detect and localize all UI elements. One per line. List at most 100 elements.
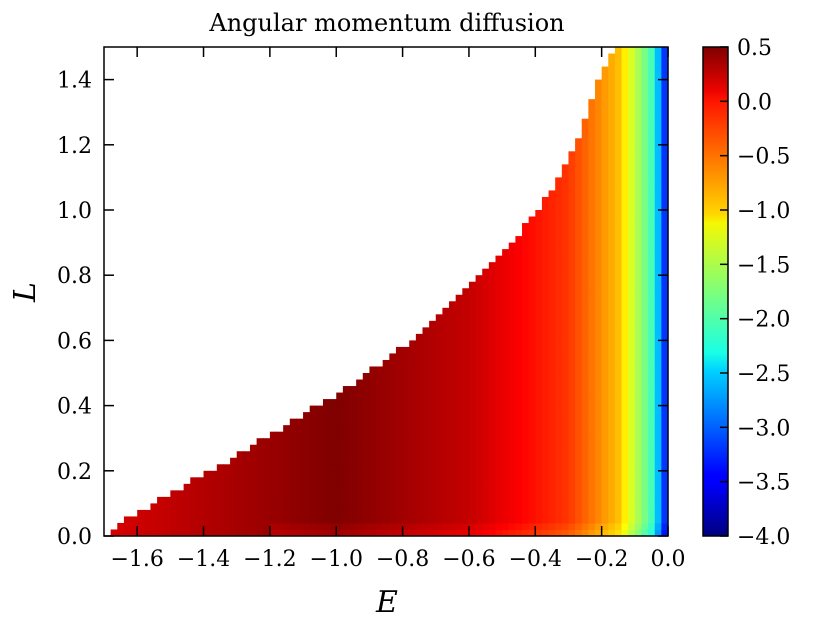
heatmap-cell [415,464,424,472]
heatmap-cell [389,503,397,511]
heatmap-cell [415,470,424,478]
heatmap-cell [648,418,656,426]
heatmap-cell [449,418,457,426]
heatmap-cell [395,353,404,361]
heatmap-cell [515,346,523,355]
heatmap-cell [362,490,371,498]
heatmap-cell [568,529,576,536]
heatmap-cell [575,522,583,531]
heatmap-cell [349,464,357,472]
heatmap-cell [415,373,424,381]
heatmap-cell [336,496,344,504]
heatmap-cell [628,483,636,491]
heatmap-cell [595,438,603,446]
heatmap-cell [621,451,629,459]
heatmap-cell [654,170,662,178]
heatmap-cell [356,522,364,531]
heatmap-cell [522,477,530,485]
heatmap-cell [608,405,616,413]
heatmap-cell [488,262,497,270]
heatmap-cell [614,131,623,139]
heatmap-cell [535,314,543,322]
heatmap-cell [289,431,298,439]
heatmap-cell [356,418,364,426]
heatmap-cell [442,373,450,381]
heatmap-cell [601,144,609,152]
heatmap-cell [588,262,596,270]
heatmap-cell [309,405,317,413]
heatmap-cell [422,379,430,387]
heatmap-cell [581,438,589,446]
heatmap-cell [196,529,205,536]
heatmap-cell [648,229,656,237]
heatmap-cell [654,79,662,87]
heatmap-cell [442,386,450,394]
heatmap-cell [130,522,138,531]
heatmap-cell [621,288,629,296]
heatmap-cell [548,255,556,263]
heatmap-cell [495,503,503,511]
heatmap-cell [601,216,609,224]
heatmap-cell [528,425,536,433]
heatmap-cell [528,333,536,341]
heatmap-cell [263,529,271,536]
heatmap-cell [488,405,497,413]
heatmap-cell [614,216,623,224]
heatmap-cell [342,438,351,446]
heatmap-cell [601,359,609,368]
heatmap-cell [508,509,516,518]
heatmap-cell [362,373,371,381]
heatmap-cell [296,438,304,446]
heatmap-cell [442,516,450,524]
heatmap-cell [601,431,609,439]
heatmap-cell [634,444,643,452]
heatmap-cell [415,366,424,374]
heatmap-cell [621,509,629,518]
heatmap-cell [382,405,390,413]
heatmap-cell [495,314,503,322]
heatmap-cell [621,138,629,146]
heatmap-cell [614,359,623,368]
heatmap-cell [661,373,668,381]
heatmap-cell [568,464,576,472]
heatmap-cell [422,373,430,381]
heatmap-cell [522,516,530,524]
heatmap-cell [468,418,477,426]
heatmap-cell [608,314,616,322]
heatmap-cell [654,373,662,381]
heatmap-cell [362,516,371,524]
heatmap-cell [409,386,417,394]
heatmap-cell [621,412,629,420]
heatmap-cell [495,464,503,472]
heatmap-cell [515,405,523,413]
heatmap-cell [528,438,536,446]
heatmap-cell [475,431,483,439]
heatmap-cell [648,288,656,296]
heatmap-cell [522,288,530,296]
heatmap-cell [634,327,643,335]
heatmap-cell [661,223,668,231]
heatmap-cell [648,249,656,257]
heatmap-cell [535,255,543,263]
heatmap-cell [588,431,596,439]
heatmap-cell [634,516,643,524]
heatmap-cell [508,451,516,459]
heatmap-cell [429,399,437,407]
heatmap-cell [376,412,384,420]
heatmap-cell [621,457,629,465]
heatmap-cell [561,314,570,322]
heatmap-cell [528,255,536,263]
heatmap-cell [283,444,291,452]
x-tick-label: −1.0 [310,547,363,572]
heatmap-cell [601,438,609,446]
heatmap-cell [468,451,477,459]
heatmap-cell [415,490,424,498]
heatmap-cell [581,418,589,426]
heatmap-cell [522,223,530,231]
heatmap-cell [389,451,397,459]
heatmap-cell [634,112,643,120]
heatmap-cell [449,307,457,315]
heatmap-cell [648,157,656,165]
heatmap-cell [648,425,656,433]
heatmap-cell [614,66,623,74]
